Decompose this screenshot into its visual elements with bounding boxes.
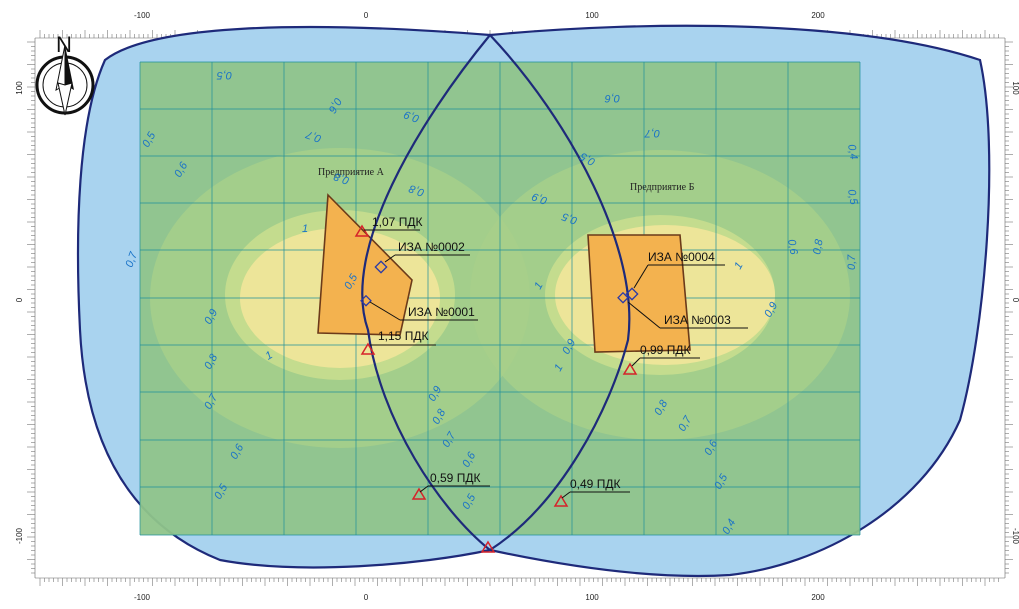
north-label: N [56,32,72,57]
source-0004-label: ИЗА №0004 [648,250,715,264]
source-0002-marker[interactable] [374,260,388,274]
isoline-label: 0,5 [845,188,860,206]
control-point-2[interactable]: 1,15 ПДК [360,329,436,355]
source-0002-label: ИЗА №0002 [398,240,465,254]
control-point-5[interactable]: 0,49 ПДК [553,477,630,507]
control-point-3-label: 0,99 ПДК [640,343,690,357]
y-tick-left-0: 0 [15,297,24,302]
source-0001-marker[interactable] [360,294,372,307]
control-point-6[interactable] [480,540,496,553]
enterprise-b-label: Предприятие Б [630,182,695,193]
isoline-label: 0,7 [644,127,660,139]
x-tick-bottom-100: 100 [585,593,599,602]
control-point-5-label: 0,49 ПДК [570,477,620,491]
isoline-label: 1 [552,362,565,373]
x-tick-top-100: 100 [585,11,599,20]
isoline-label: 0,7 [846,254,858,270]
y-tick-left-neg100: -100 [15,527,24,544]
isoline-label: 1 [302,223,308,235]
enterprise-a-label: Предприятие А [318,167,385,178]
y-tick-right-neg100: -100 [1011,528,1019,545]
source-0004-marker[interactable] [625,287,639,301]
north-arrow-icon [35,44,95,116]
grid-lines [139,61,861,536]
isoline-label: 0,8 [332,170,351,187]
control-point-4[interactable]: 0,59 ПДК [411,471,490,500]
isoline-label: 0,7 [124,250,141,269]
control-point-3[interactable]: 0,99 ПДК [622,343,700,375]
source-0003-marker[interactable] [617,291,629,304]
isoline-label: 0,7 [304,128,323,145]
x-tick-top-neg100: -100 [134,11,151,20]
x-tick-top-0: 0 [364,11,369,20]
isoline-label: 1 [264,349,275,362]
x-tick-bottom-neg100: -100 [134,593,151,602]
x-tick-bottom-200: 200 [811,593,825,602]
isoline-label: 0,9 [531,190,549,207]
source-0001-label: ИЗА №0001 [408,305,475,319]
boundary-loop-left [361,33,631,552]
axis-labels: -100 0 100 200 -100 0 100 200 100 0 -100… [15,11,1019,602]
isoline-label: 0,6 [785,238,800,256]
isoline-label: 0,8 [407,182,426,199]
isoline-label: 0,6 [604,92,620,104]
control-point-2-label: 1,15 ПДК [378,329,428,343]
y-tick-left-100: 100 [15,81,24,95]
isoline-label: 0,5 [216,69,232,81]
source-0003-label: ИЗА №0003 [664,313,731,327]
x-tick-bottom-0: 0 [364,593,369,602]
isoline-label: 0,4 [845,143,859,160]
enterprise-b-area [587,234,691,353]
x-tick-top-200: 200 [811,11,825,20]
y-tick-right-100: 100 [1011,81,1019,95]
y-tick-right-0: 0 [1011,298,1019,303]
isoline-label: 1 [532,280,545,291]
isoline-label: 0,8 [811,238,826,256]
control-point-1-label: 1,07 ПДК [372,215,422,229]
isoline-label: 1 [732,260,745,271]
control-point-1[interactable]: 1,07 ПДК [354,215,422,237]
control-point-4-label: 0,59 ПДК [430,471,480,485]
isoline-label: 0,5 [560,210,579,227]
isoline-label: 0,9 [403,108,421,125]
